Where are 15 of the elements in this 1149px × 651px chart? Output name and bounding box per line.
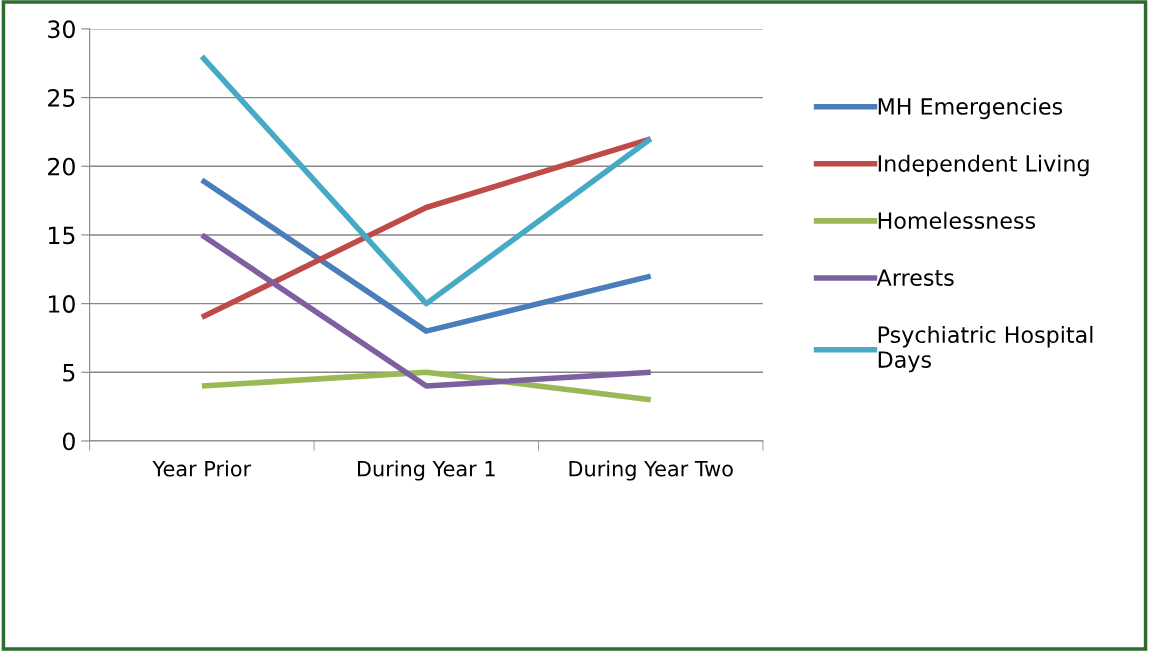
x-tick-label: During Year Two — [569, 460, 733, 481]
y-tick-label: 20 — [48, 157, 75, 176]
y-tick-label: 15 — [48, 226, 75, 245]
legend-label: MH Emergencies — [878, 97, 1063, 120]
y-tick-label: 30 — [48, 20, 75, 39]
y-tick-label: 10 — [48, 295, 75, 313]
legend-label: Arrests — [876, 269, 954, 287]
legend-label: Independent Living — [878, 154, 1089, 177]
y-tick-label: 0 — [62, 432, 75, 451]
y-tick-label: 25 — [48, 89, 75, 107]
y-tick-label: 5 — [63, 364, 75, 382]
x-tick-label: During Year 1 — [358, 460, 495, 481]
legend-label: Homelessness — [878, 211, 1036, 229]
legend-label: Psychiatric Hospital Days — [878, 325, 1093, 373]
x-tick-label: Year Prior — [152, 460, 252, 477]
